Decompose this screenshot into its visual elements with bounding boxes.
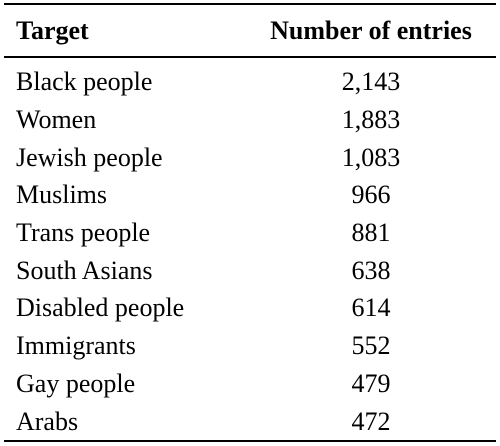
table-row: Trans people 881 <box>4 214 496 252</box>
cell-target: Trans people <box>16 218 151 248</box>
cell-count: 638 <box>351 255 391 285</box>
table-row: Arabs 472 <box>4 403 496 441</box>
cell-target: Jewish people <box>16 142 163 172</box>
cell-count: 966 <box>351 180 391 210</box>
header-target: Target <box>16 15 89 45</box>
cell-target: Immigrants <box>16 331 136 361</box>
cell-target: Gay people <box>16 368 136 398</box>
cell-count: 479 <box>351 368 391 398</box>
table-row: Gay people 479 <box>4 365 496 403</box>
table-top-rule <box>4 3 496 5</box>
table-row: Women 1,883 <box>4 101 496 139</box>
cell-target: Arabs <box>16 406 79 436</box>
cell-count: 472 <box>351 406 391 436</box>
table-body: Black people 2,143 Women 1,883 Jewish pe… <box>4 58 496 441</box>
table-row: Disabled people 614 <box>4 290 496 328</box>
table-row: Jewish people 1,083 <box>4 139 496 177</box>
header-row: Target Number of entries <box>4 5 496 56</box>
table-bottom-rule <box>4 440 496 443</box>
table-row: Black people 2,143 <box>4 58 496 102</box>
table-row: Immigrants 552 <box>4 327 496 365</box>
entries-table-body: Black people 2,143 Women 1,883 Jewish pe… <box>4 58 496 441</box>
cell-count: 1,083 <box>341 142 401 172</box>
cell-target: South Asians <box>16 255 153 285</box>
table-row: Muslims 966 <box>4 177 496 215</box>
entries-table-container: Target Number of entries Black people 2,… <box>4 2 496 443</box>
table-header: Target Number of entries <box>4 5 496 56</box>
cell-target: Disabled people <box>16 293 185 323</box>
header-number-of-entries: Number of entries <box>270 15 472 45</box>
table-row: South Asians 638 <box>4 252 496 290</box>
table-header-rule <box>4 56 496 58</box>
cell-count: 1,883 <box>341 105 401 135</box>
cell-count: 881 <box>351 218 391 248</box>
cell-count: 2,143 <box>341 67 401 97</box>
cell-target: Black people <box>16 67 153 97</box>
cell-count: 552 <box>351 331 391 361</box>
cell-target: Muslims <box>16 180 108 210</box>
entries-table: Target Number of entries <box>4 5 496 56</box>
cell-target: Women <box>16 105 97 135</box>
cell-count: 614 <box>351 293 391 323</box>
